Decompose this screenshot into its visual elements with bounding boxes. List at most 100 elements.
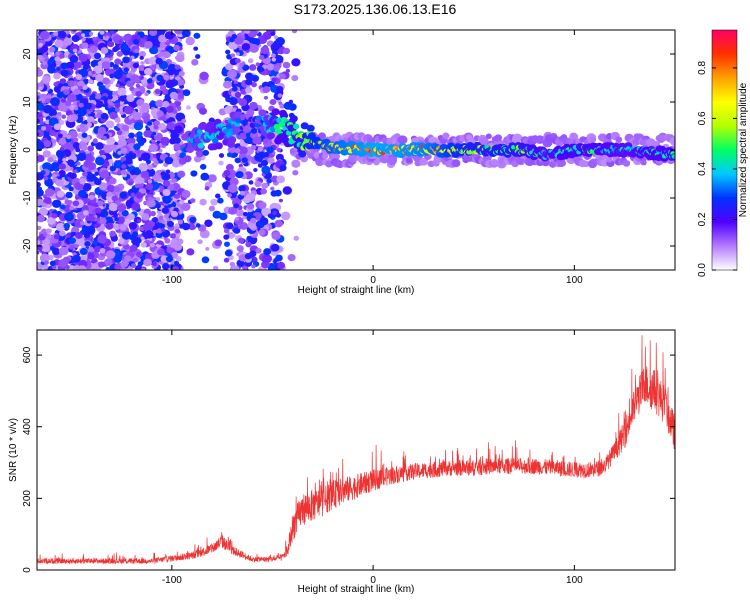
spectrogram-cell [582,161,590,168]
spectrogram-cell [548,160,557,168]
spectrogram-cell [140,242,147,248]
spectrogram-cell [167,69,175,76]
spectrogram-cell [164,31,175,40]
spectrogram-cell [250,144,257,151]
spectrogram-cell [175,256,182,262]
spectrogram-cell [114,102,121,109]
spectrogram-cell [225,222,234,230]
spectrogram-cell [49,260,56,267]
spectrogram-cell [248,180,254,185]
spectrogram-cell [99,170,110,179]
spectrogram-cell [92,36,97,41]
spectrogram-cell [82,182,92,192]
spectrogram-cell [263,95,269,100]
spectrogram-cell [42,238,51,246]
spectrogram-cell [270,31,276,36]
spectrogram-cell [174,223,180,228]
spectrogram-cell [119,224,127,231]
spectrogram-cell [142,222,153,232]
spectrogram-cell [37,181,41,188]
spectrogram-cell [81,132,88,138]
spectrogram-cell [58,138,66,146]
spectrogram-cell [65,191,73,199]
spectrogram-cell [140,102,151,111]
spectrogram-cell [37,118,40,124]
spectrogram-cell [165,255,174,263]
spectrogram-cell [291,30,298,34]
y-tick-label: 0 [22,567,33,573]
spectrogram-cell [250,127,258,134]
spectrogram-cell [69,55,79,64]
spectrogram-cell [269,99,277,105]
spectrogram-cell [266,178,273,184]
spectrogram-cell [166,247,173,253]
spectrogram-cell [63,88,70,96]
spectrogram-cell [251,81,257,88]
spectrogram-cell [291,74,299,82]
spectrogram-cell [239,62,244,68]
spectrogram-ylabel: Frequency (Hz) [8,116,19,185]
spectrogram-cell [47,156,54,163]
spectrogram-cell [129,86,135,92]
spectrogram-cell [331,152,340,161]
spectrogram-cell [234,157,241,164]
spectrogram-cell [80,221,85,226]
spectrogram-cell [224,241,230,247]
spectrogram-cell [153,125,159,130]
spectrogram-cell [233,80,239,85]
spectrogram-cell [76,161,81,166]
spectrogram-cell [60,98,66,103]
spectrogram-cell [40,126,47,131]
spectrogram-cell [120,43,129,51]
spectrogram-cell [289,115,298,123]
spectrogram-cell [115,83,120,88]
spectrogram-cell [37,154,45,163]
spectrogram-cell [53,82,59,87]
spectrogram-cell [131,202,141,211]
spectrogram-cell [114,107,120,112]
spectrogram-cell [102,103,107,108]
spectrogram-cell [52,199,62,208]
spectrogram-cell [136,218,142,223]
spectrogram-cell [258,109,267,117]
spectrogram-cell [68,186,74,192]
spectrogram-cell [63,212,74,222]
spectrogram-xlabel: Height of straight line (km) [298,285,415,296]
spectrogram-cell [179,84,185,89]
spectrogram-cell [214,239,223,247]
spectrogram-cell [69,206,74,211]
spectrogram-cell [222,80,232,89]
colorbar-gradient [711,29,738,271]
spectrogram-cell [125,158,133,165]
spectrogram-cell [146,199,156,208]
spectrogram-cell [279,73,287,80]
spectrogram-cell [229,177,239,186]
spectrogram-cell [141,267,146,270]
spectrogram-cell [123,67,129,73]
spectrogram-cell [201,256,210,264]
spectrogram-cell [72,200,80,207]
spectrogram-cell [37,51,42,56]
spectrogram-cell [622,160,631,167]
spectrogram-cell [74,218,85,228]
spectrogram-cell [261,165,271,175]
spectrogram-cell [61,142,72,152]
spectrogram-cell [277,261,286,270]
spectrogram-cell [84,102,93,110]
spectrogram-cell [280,112,289,120]
spectrogram-cell [113,186,121,193]
spectrogram-cell [135,148,141,154]
spectrogram-cell [219,212,228,221]
spectrogram-cell [260,188,267,195]
spectrogram-cell [154,88,161,95]
spectrogram-cell [258,201,267,209]
spectrogram-cell [53,31,59,37]
spectrogram-cell [145,159,152,165]
spectrogram-cell [39,253,50,263]
x-tick-label: 100 [566,275,583,286]
spectrogram-cell [275,153,284,161]
chart-title: S173.2025.136.06.13.E16 [293,1,457,17]
spectrogram-cell [173,44,180,51]
spectrogram-cell [512,133,523,143]
spectrogram-cell [83,160,92,168]
